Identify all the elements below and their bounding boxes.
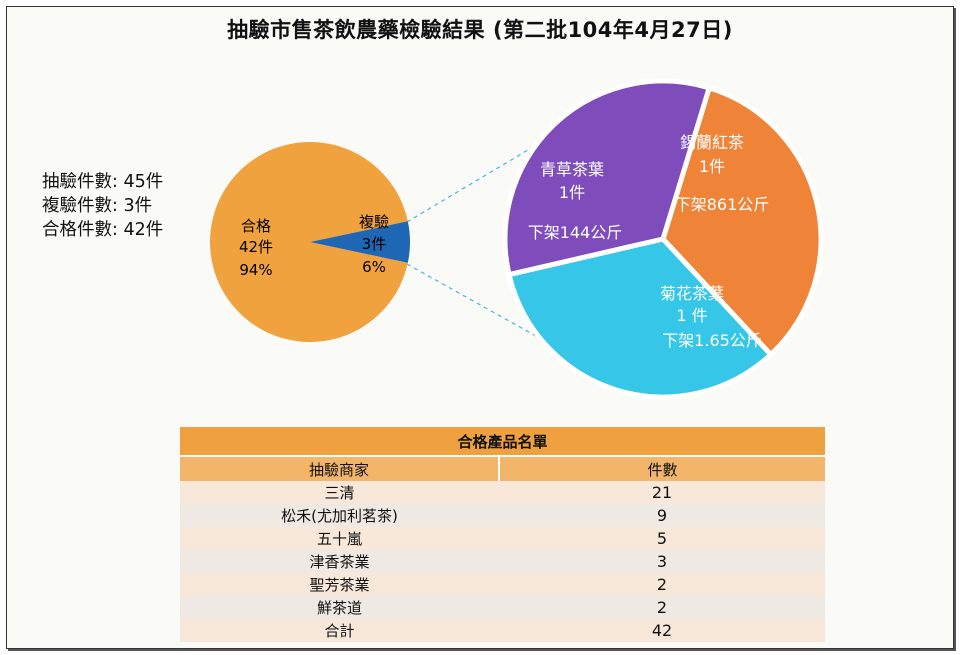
vendor-count: 5 <box>499 527 825 550</box>
slice-label-chrysanthemum: 菊花茶葉 <box>660 284 724 303</box>
vendor-name: 五十嵐 <box>180 527 499 550</box>
slice-chrysanthemum-tea <box>506 236 775 400</box>
table-row: 鮮茶道 2 <box>180 596 825 619</box>
vendor-name: 三清 <box>180 481 499 504</box>
slice-ceylon-black-tea <box>660 84 824 359</box>
slice-label-retest: 複驗 <box>359 213 389 231</box>
vendor-name: 鮮茶道 <box>180 596 499 619</box>
total-count: 42 <box>499 619 825 642</box>
table-row: 三清 21 <box>180 481 825 504</box>
slice-count-herbal: 1件 <box>559 183 585 202</box>
table-row: 松禾(尤加利茗茶) 9 <box>180 504 825 527</box>
slice-herbal-tea <box>502 78 713 278</box>
summary-sampled: 抽驗件數: 45件 <box>42 172 164 192</box>
slice-count-pass: 42件 <box>239 238 273 256</box>
slice-label-pass: 合格 <box>241 217 271 235</box>
slice-percent-retest: 6% <box>362 258 386 276</box>
slice-label-herbal: 青草茶葉 <box>540 160 604 179</box>
table-caption: 合格產品名單 <box>180 427 825 457</box>
slice-note-chrysanthemum: 下架1.65公斤 <box>662 331 762 350</box>
table-row: 五十嵐 5 <box>180 527 825 550</box>
vendor-name: 松禾(尤加利茗茶) <box>180 504 499 527</box>
header-vendor: 抽驗商家 <box>180 456 500 481</box>
pie-main <box>209 142 410 342</box>
slice-count-retest: 3件 <box>362 235 387 253</box>
vendor-name: 聖芳茶業 <box>180 573 499 596</box>
pie-breakdown <box>502 78 824 400</box>
total-label: 合計 <box>180 619 499 642</box>
vendor-count: 21 <box>499 481 825 504</box>
vendor-count: 2 <box>499 573 825 596</box>
header-count: 件數 <box>499 456 825 481</box>
summary-passed: 合格件數: 42件 <box>42 220 164 240</box>
table-row-total: 合計 42 <box>180 619 825 642</box>
table-row: 聖芳茶業 2 <box>180 573 825 596</box>
slice-pass <box>209 142 408 342</box>
slice-note-ceylon: 下架861公斤 <box>675 195 770 214</box>
vendor-count: 3 <box>499 550 825 573</box>
summary-retested: 複驗件數: 3件 <box>42 196 153 216</box>
slice-label-ceylon: 錫蘭紅茶 <box>680 133 744 152</box>
vendor-count: 9 <box>499 504 825 527</box>
vendor-name: 津香茶業 <box>180 550 499 573</box>
slice-count-chrysanthemum: 1 件 <box>676 306 707 325</box>
slice-retest <box>310 221 410 263</box>
vendor-count: 2 <box>499 596 825 619</box>
page-title: 抽驗市售茶飲農藥檢驗結果 (第二批104年4月27日) <box>227 18 733 42</box>
summary-stats: 抽驗件數: 45件 複驗件數: 3件 合格件數: 42件 <box>42 170 163 242</box>
slice-note-herbal: 下架144公斤 <box>528 223 623 242</box>
slice-percent-pass: 94% <box>239 261 272 279</box>
slice-count-ceylon: 1件 <box>699 157 725 176</box>
passed-products-table: 合格產品名單 抽驗商家 件數 三清 21 松禾(尤加利茗茶) 9 五十嵐 5 津香茶業… <box>180 427 825 642</box>
table-row: 津香茶業 3 <box>180 550 825 573</box>
